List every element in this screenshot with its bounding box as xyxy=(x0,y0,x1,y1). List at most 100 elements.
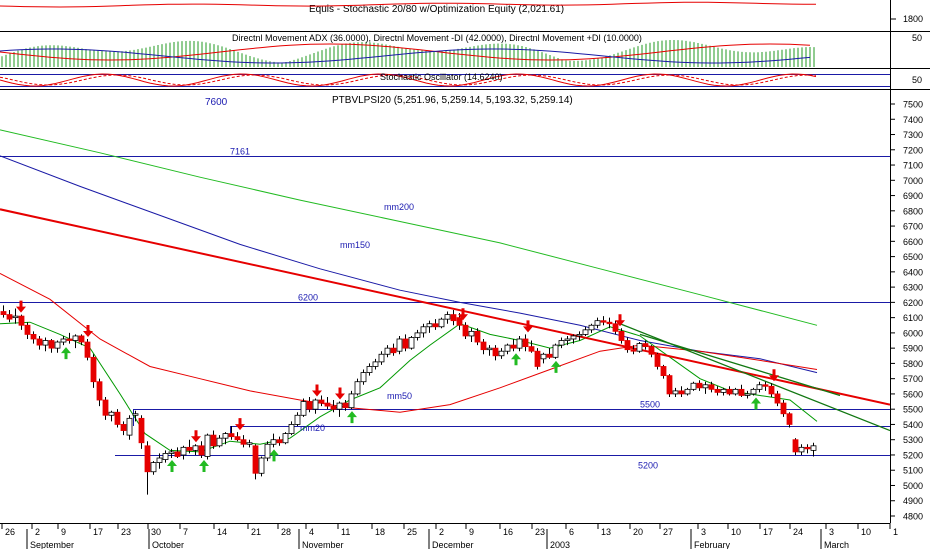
x-day-label: 3 xyxy=(701,527,706,537)
candle-body xyxy=(342,402,349,409)
candle-body xyxy=(804,446,811,450)
candle-body xyxy=(396,338,403,352)
candle-body xyxy=(318,399,325,404)
candle-body xyxy=(78,335,85,343)
candle-body xyxy=(558,340,565,346)
y-tick-label: 6300 xyxy=(903,283,923,293)
y-tick-label: 7500 xyxy=(903,100,923,110)
x-day-label: 17 xyxy=(763,527,773,537)
candle-body xyxy=(330,405,337,410)
candle-body xyxy=(366,366,373,373)
moving-averages xyxy=(0,129,818,453)
candle-body xyxy=(774,393,781,404)
candlesticks xyxy=(0,305,817,495)
mm200-label: mm200 xyxy=(384,202,414,212)
candle-body xyxy=(402,338,409,349)
candle-body xyxy=(180,446,187,456)
sell-arrow-icon xyxy=(235,418,245,431)
x-day-label: 4 xyxy=(309,527,314,537)
candle-body xyxy=(246,442,253,445)
candle-body xyxy=(276,439,283,444)
x-day-label: 23 xyxy=(535,527,545,537)
candle-body xyxy=(294,414,301,425)
candle-body xyxy=(0,311,7,315)
candle-body xyxy=(528,346,535,352)
signal-arrows xyxy=(16,300,779,473)
candle-body xyxy=(576,334,583,337)
candle-body xyxy=(480,341,487,351)
candle-body xyxy=(420,326,427,334)
candle-body xyxy=(594,320,601,326)
candle-body xyxy=(198,445,205,456)
candle-body xyxy=(258,457,265,474)
buy-arrow-icon xyxy=(269,449,279,462)
x-day-label: 13 xyxy=(601,527,611,537)
candle-body xyxy=(654,353,661,367)
candle-body xyxy=(684,388,691,395)
candle-body xyxy=(534,350,541,367)
stoch-d-line xyxy=(0,74,817,86)
ma-labels: mm20 mm50 mm150 mm200 xyxy=(300,202,414,433)
candle-body xyxy=(288,424,295,435)
buy-arrow-icon xyxy=(751,397,761,410)
y-tick-label: 5100 xyxy=(903,466,923,476)
sell-arrow-icon xyxy=(191,430,201,443)
y-tick-label: 6900 xyxy=(903,191,923,201)
candle-body xyxy=(36,338,43,346)
x-day-label: 11 xyxy=(341,527,350,537)
level-label: 6200 xyxy=(298,293,318,303)
candle-body xyxy=(216,437,223,447)
candle-body xyxy=(492,347,499,357)
candle-body xyxy=(552,344,559,358)
candle-body xyxy=(486,347,493,351)
candle-body xyxy=(102,399,109,416)
candle-body xyxy=(18,315,25,326)
adx-title: Directnl Movement ADX (36.0000), Directn… xyxy=(232,33,642,43)
x-day-label: 10 xyxy=(861,527,871,537)
buy-arrow-icon xyxy=(61,347,71,360)
candle-body xyxy=(750,388,757,395)
mm50-line xyxy=(0,272,818,413)
y-tick-label: 4900 xyxy=(903,496,923,506)
candle-body xyxy=(570,335,577,340)
candle-body xyxy=(390,347,397,354)
x-day-label: 9 xyxy=(469,527,474,537)
candle-body xyxy=(438,318,445,328)
candle-body xyxy=(126,417,133,436)
candle-body xyxy=(168,451,175,454)
candle-body xyxy=(540,353,547,360)
candle-body xyxy=(588,324,595,331)
candle-body xyxy=(234,436,241,441)
x-axis: 26 2 9 17 23 30 7 14 21 28 4 11 18 25 2 9 16 23 6 13 20 27 3 10… xyxy=(1,523,898,550)
candle-body xyxy=(270,439,277,445)
equity-tick: 1800 xyxy=(903,14,923,24)
y-tick-label: 5900 xyxy=(903,344,923,354)
stoch-title: Stochastic Oscillator (14.6240) xyxy=(380,72,503,82)
x-day-label: 9 xyxy=(61,527,66,537)
sell-arrow-icon xyxy=(16,300,26,313)
candle-body xyxy=(222,433,229,439)
y-tick-label: 5200 xyxy=(903,450,923,460)
level-label: 5200 xyxy=(638,461,658,471)
candle-body xyxy=(564,338,571,341)
candle-body xyxy=(762,384,769,387)
candle-body xyxy=(150,462,157,473)
candle-body xyxy=(414,332,421,338)
candle-body xyxy=(228,433,235,438)
x-day-label: 6 xyxy=(569,527,574,537)
sell-arrow-icon xyxy=(523,320,533,333)
candle-body xyxy=(456,317,463,326)
x-day-label: 2 xyxy=(35,527,40,537)
x-day-label: 17 xyxy=(93,527,103,537)
sell-arrow-icon xyxy=(615,314,625,327)
candle-body xyxy=(138,417,145,444)
mm200-line xyxy=(0,129,818,326)
stoch-tick: 50 xyxy=(912,75,922,85)
y-tick-label: 5600 xyxy=(903,389,923,399)
mm150-line xyxy=(0,155,818,374)
sell-arrow-icon xyxy=(769,369,779,382)
y-tick-label: 5400 xyxy=(903,420,923,430)
candle-body xyxy=(312,399,319,410)
sell-arrow-icon xyxy=(458,308,468,321)
